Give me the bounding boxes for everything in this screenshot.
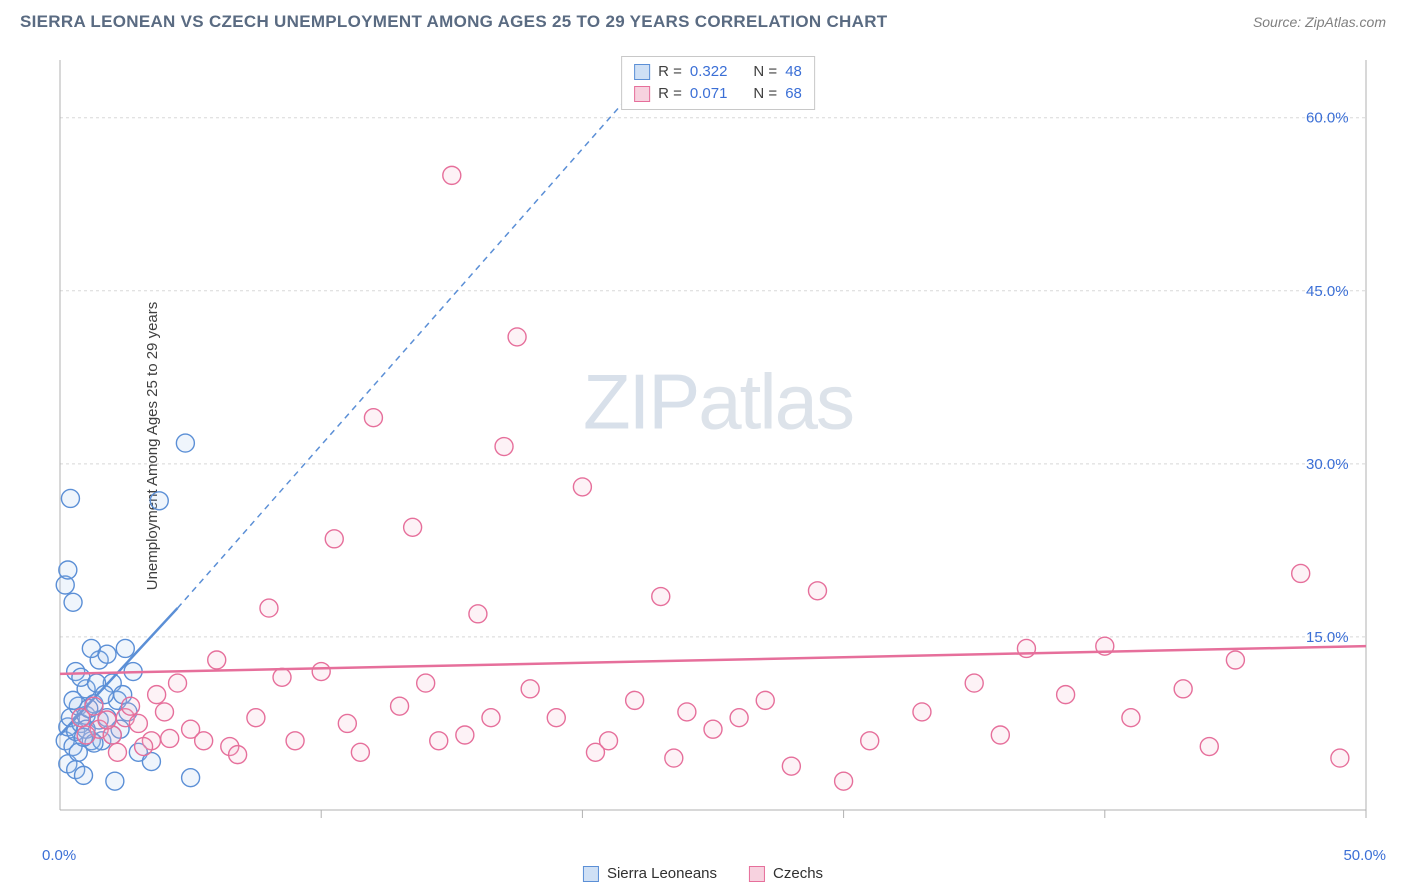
swatch-pink-icon xyxy=(634,86,650,102)
svg-text:60.0%: 60.0% xyxy=(1306,110,1349,127)
chart-area: ZIPatlas R = 0.322 N = 48 R = 0.071 N = … xyxy=(50,50,1386,832)
scatter-plot: 15.0% 30.0% 45.0% 60.0% xyxy=(50,50,1386,832)
r-value-pink: 0.071 xyxy=(690,83,728,105)
stats-row-blue: R = 0.322 N = 48 xyxy=(634,61,802,83)
chart-title: SIERRA LEONEAN VS CZECH UNEMPLOYMENT AMO… xyxy=(20,12,887,32)
n-value-blue: 48 xyxy=(785,61,802,83)
x-axis-min-label: 0.0% xyxy=(42,847,76,864)
r-label: R = xyxy=(658,83,682,105)
legend-swatch-pink-icon xyxy=(749,866,765,882)
r-label: R = xyxy=(658,61,682,83)
legend-label-pink: Czechs xyxy=(773,865,823,882)
x-axis-max-label: 50.0% xyxy=(1343,847,1386,864)
legend-label-blue: Sierra Leoneans xyxy=(607,865,717,882)
n-label: N = xyxy=(753,61,777,83)
legend-item-blue: Sierra Leoneans xyxy=(583,865,717,882)
n-label: N = xyxy=(753,83,777,105)
r-value-blue: 0.322 xyxy=(690,61,728,83)
bottom-legend: Sierra Leoneans Czechs xyxy=(583,865,823,882)
stats-box: R = 0.322 N = 48 R = 0.071 N = 68 xyxy=(621,56,815,110)
svg-text:15.0%: 15.0% xyxy=(1306,629,1349,646)
legend-item-pink: Czechs xyxy=(749,865,823,882)
swatch-blue-icon xyxy=(634,64,650,80)
svg-text:30.0%: 30.0% xyxy=(1306,456,1349,473)
source-label: Source: ZipAtlas.com xyxy=(1253,14,1386,30)
svg-text:45.0%: 45.0% xyxy=(1306,283,1349,300)
stats-row-pink: R = 0.071 N = 68 xyxy=(634,83,802,105)
n-value-pink: 68 xyxy=(785,83,802,105)
legend-swatch-blue-icon xyxy=(583,866,599,882)
